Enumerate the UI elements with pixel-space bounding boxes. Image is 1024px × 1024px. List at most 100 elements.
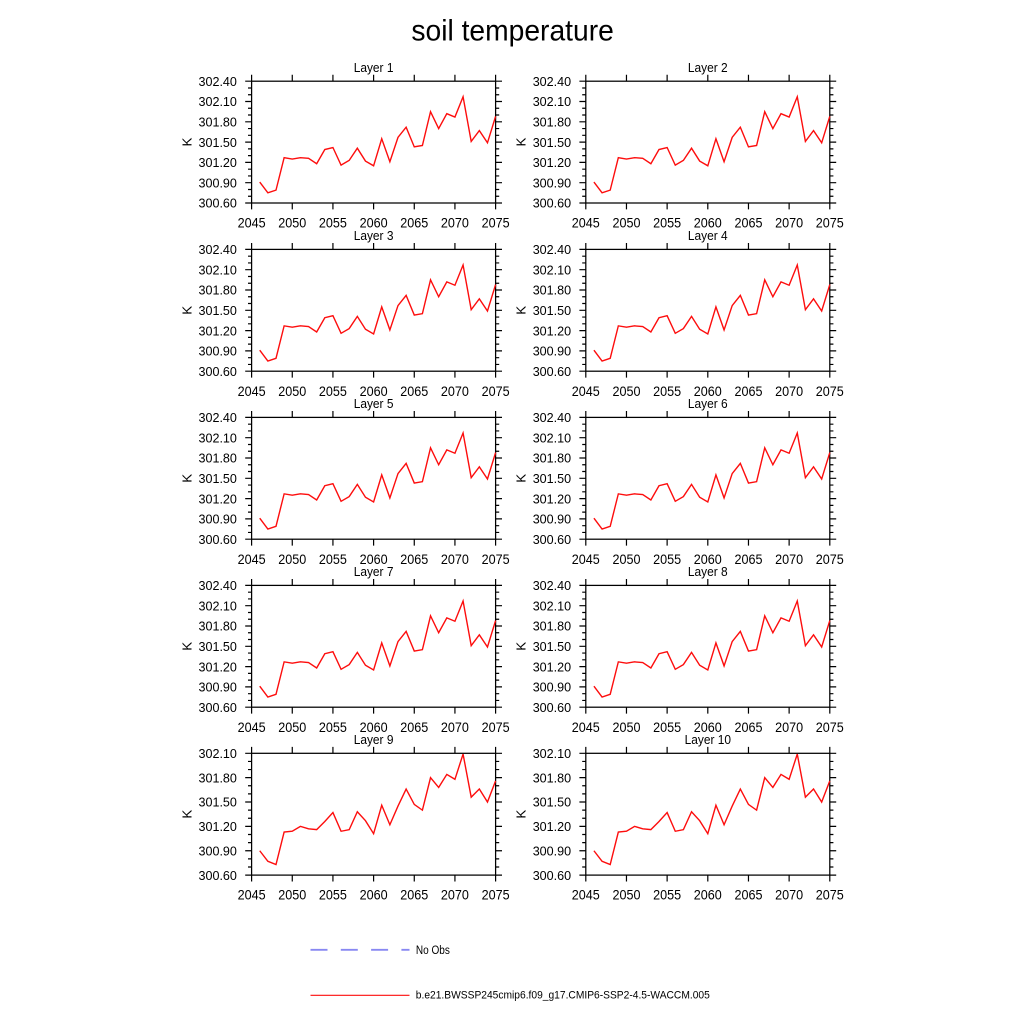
svg-text:K: K xyxy=(514,642,529,651)
svg-text:K: K xyxy=(514,138,529,147)
svg-text:301.20: 301.20 xyxy=(533,323,571,338)
svg-text:K: K xyxy=(514,474,529,483)
svg-text:K: K xyxy=(514,810,529,819)
svg-text:2060: 2060 xyxy=(360,552,388,567)
svg-text:300.60: 300.60 xyxy=(533,700,571,715)
svg-text:2055: 2055 xyxy=(319,216,347,231)
svg-text:302.10: 302.10 xyxy=(199,262,237,277)
svg-text:2050: 2050 xyxy=(278,888,306,903)
svg-text:2075: 2075 xyxy=(482,384,510,399)
svg-text:2060: 2060 xyxy=(360,384,388,399)
svg-text:2065: 2065 xyxy=(400,888,428,903)
svg-text:2050: 2050 xyxy=(278,384,306,399)
svg-text:300.90: 300.90 xyxy=(533,512,571,527)
svg-text:301.20: 301.20 xyxy=(199,819,237,834)
svg-text:K: K xyxy=(180,474,195,483)
svg-text:2055: 2055 xyxy=(319,720,347,735)
svg-text:302.40: 302.40 xyxy=(199,410,237,425)
svg-text:No Obs: No Obs xyxy=(416,943,450,957)
svg-text:2050: 2050 xyxy=(612,888,640,903)
svg-text:2060: 2060 xyxy=(360,888,388,903)
svg-text:2065: 2065 xyxy=(734,552,762,567)
svg-text:301.20: 301.20 xyxy=(199,491,237,506)
svg-text:302.40: 302.40 xyxy=(533,242,571,257)
svg-text:2065: 2065 xyxy=(400,720,428,735)
svg-text:2075: 2075 xyxy=(816,888,844,903)
svg-text:2045: 2045 xyxy=(238,216,266,231)
svg-text:300.60: 300.60 xyxy=(199,700,237,715)
svg-text:2050: 2050 xyxy=(612,552,640,567)
svg-text:302.10: 302.10 xyxy=(533,598,571,613)
svg-text:2065: 2065 xyxy=(400,384,428,399)
svg-text:2070: 2070 xyxy=(775,888,803,903)
svg-text:2070: 2070 xyxy=(775,384,803,399)
svg-text:Layer 5: Layer 5 xyxy=(354,396,394,411)
svg-text:2070: 2070 xyxy=(775,216,803,231)
svg-text:2055: 2055 xyxy=(319,552,347,567)
svg-text:2070: 2070 xyxy=(775,720,803,735)
svg-text:301.80: 301.80 xyxy=(533,770,571,785)
svg-text:K: K xyxy=(180,642,195,651)
svg-text:301.80: 301.80 xyxy=(533,619,571,634)
svg-text:300.60: 300.60 xyxy=(533,196,571,211)
svg-text:2055: 2055 xyxy=(319,384,347,399)
svg-text:2050: 2050 xyxy=(612,384,640,399)
svg-text:2075: 2075 xyxy=(482,720,510,735)
svg-text:301.20: 301.20 xyxy=(199,155,237,170)
svg-text:302.10: 302.10 xyxy=(533,94,571,109)
svg-text:2045: 2045 xyxy=(572,888,600,903)
svg-text:302.10: 302.10 xyxy=(533,430,571,445)
svg-text:2060: 2060 xyxy=(694,552,722,567)
svg-text:301.50: 301.50 xyxy=(199,639,237,654)
svg-text:300.90: 300.90 xyxy=(533,175,571,190)
svg-text:300.60: 300.60 xyxy=(199,532,237,547)
svg-text:301.80: 301.80 xyxy=(199,283,237,298)
svg-text:301.50: 301.50 xyxy=(533,135,571,150)
svg-text:301.80: 301.80 xyxy=(199,451,237,466)
svg-text:2050: 2050 xyxy=(612,720,640,735)
svg-text:Layer 8: Layer 8 xyxy=(688,564,728,579)
svg-text:301.20: 301.20 xyxy=(533,491,571,506)
svg-text:b.e21.BWSSP245cmip6.f09_g17.CM: b.e21.BWSSP245cmip6.f09_g17.CMIP6-SSP2-4… xyxy=(416,990,710,1002)
svg-text:K: K xyxy=(180,810,195,819)
svg-text:2045: 2045 xyxy=(572,720,600,735)
svg-text:301.50: 301.50 xyxy=(533,303,571,318)
svg-text:Layer 10: Layer 10 xyxy=(685,732,731,747)
svg-text:300.90: 300.90 xyxy=(199,680,237,695)
svg-text:300.90: 300.90 xyxy=(533,843,571,858)
svg-text:2075: 2075 xyxy=(816,384,844,399)
svg-text:301.50: 301.50 xyxy=(533,639,571,654)
svg-text:2060: 2060 xyxy=(694,720,722,735)
svg-text:302.10: 302.10 xyxy=(199,94,237,109)
svg-text:302.40: 302.40 xyxy=(533,410,571,425)
svg-text:300.60: 300.60 xyxy=(533,868,571,883)
svg-text:2060: 2060 xyxy=(360,720,388,735)
svg-text:300.90: 300.90 xyxy=(199,175,237,190)
svg-text:2060: 2060 xyxy=(360,216,388,231)
svg-text:2045: 2045 xyxy=(572,216,600,231)
svg-text:301.20: 301.20 xyxy=(199,323,237,338)
svg-text:300.90: 300.90 xyxy=(533,680,571,695)
svg-text:2075: 2075 xyxy=(816,552,844,567)
svg-text:2065: 2065 xyxy=(400,552,428,567)
svg-text:2075: 2075 xyxy=(482,216,510,231)
svg-text:soil temperature: soil temperature xyxy=(411,14,613,47)
svg-text:Layer 1: Layer 1 xyxy=(354,60,394,75)
svg-text:300.60: 300.60 xyxy=(199,364,237,379)
svg-text:2050: 2050 xyxy=(612,216,640,231)
svg-text:301.80: 301.80 xyxy=(533,283,571,298)
svg-text:2070: 2070 xyxy=(441,216,469,231)
svg-text:301.80: 301.80 xyxy=(199,770,237,785)
svg-text:K: K xyxy=(180,138,195,147)
svg-text:300.90: 300.90 xyxy=(533,344,571,359)
svg-text:301.50: 301.50 xyxy=(533,471,571,486)
svg-text:300.90: 300.90 xyxy=(199,512,237,527)
svg-text:2065: 2065 xyxy=(734,216,762,231)
svg-text:302.10: 302.10 xyxy=(199,598,237,613)
svg-text:2055: 2055 xyxy=(653,720,681,735)
svg-text:2065: 2065 xyxy=(400,216,428,231)
svg-text:301.20: 301.20 xyxy=(199,659,237,674)
svg-text:2045: 2045 xyxy=(572,384,600,399)
svg-text:2050: 2050 xyxy=(278,720,306,735)
svg-text:301.20: 301.20 xyxy=(533,659,571,674)
